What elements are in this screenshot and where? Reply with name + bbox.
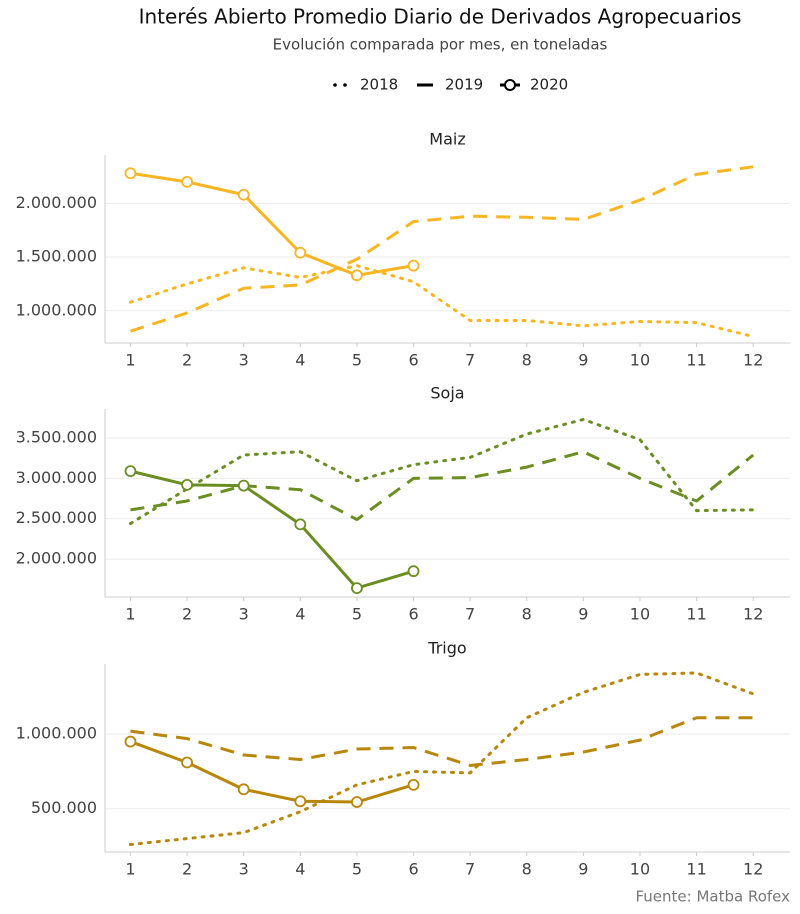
x-tick-label: 1 xyxy=(125,860,135,879)
legend-symbol xyxy=(343,83,347,87)
y-tick-label: 2.500.000 xyxy=(16,508,97,527)
x-tick-label: 3 xyxy=(239,860,249,879)
point xyxy=(237,188,250,201)
x-tick-label: 9 xyxy=(578,351,588,370)
y-tick-label: 3.500.000 xyxy=(16,428,97,447)
point xyxy=(124,465,137,478)
y-tick-label: 1.000.000 xyxy=(16,300,97,319)
point xyxy=(351,582,363,595)
x-tick-label: 11 xyxy=(686,605,706,624)
x-tick-label: 5 xyxy=(352,860,362,879)
x-tick-label: 4 xyxy=(295,605,305,624)
legend-symbol xyxy=(504,79,516,91)
y-tick-label: 1.500.000 xyxy=(16,247,97,266)
x-tick-label: 12 xyxy=(743,860,763,879)
x-tick-label: 11 xyxy=(686,351,706,370)
point xyxy=(124,167,137,180)
chart-title: Interés Abierto Promedio Diario de Deriv… xyxy=(139,5,742,29)
x-tick-label: 7 xyxy=(465,351,475,370)
panel-title: Soja xyxy=(430,384,464,403)
x-tick-label: 2 xyxy=(182,605,192,624)
x-tick-label: 10 xyxy=(630,351,650,370)
x-tick-label: 3 xyxy=(239,351,249,370)
x-tick-label: 2 xyxy=(182,860,192,879)
point xyxy=(181,756,193,769)
x-tick-label: 5 xyxy=(352,605,362,624)
point xyxy=(407,259,420,272)
y-tick-label: 2.000.000 xyxy=(16,549,97,568)
x-tick-label: 3 xyxy=(239,605,249,624)
x-tick-label: 4 xyxy=(295,351,305,370)
legend-label: 2018 xyxy=(360,76,398,94)
x-tick-label: 5 xyxy=(352,351,362,370)
x-tick-label: 9 xyxy=(578,605,588,624)
x-tick-label: 9 xyxy=(578,860,588,879)
x-tick-label: 12 xyxy=(743,351,763,370)
point xyxy=(407,778,420,791)
point xyxy=(407,565,420,578)
point xyxy=(237,783,250,796)
point xyxy=(351,269,363,282)
caption: Fuente: Matba Rofex xyxy=(635,888,790,906)
legend-label: 2019 xyxy=(445,76,483,94)
series-line xyxy=(130,171,414,277)
x-tick-label: 6 xyxy=(408,860,418,879)
panel-title: Maiz xyxy=(429,130,465,149)
x-tick-label: 7 xyxy=(465,605,475,624)
point xyxy=(294,246,307,259)
point xyxy=(124,735,137,748)
point xyxy=(237,479,250,492)
x-tick-label: 11 xyxy=(686,860,706,879)
x-tick-label: 6 xyxy=(408,351,418,370)
y-tick-label: 2.000.000 xyxy=(16,193,97,212)
series-line xyxy=(130,450,755,522)
x-tick-label: 7 xyxy=(465,860,475,879)
point xyxy=(181,175,193,188)
x-tick-label: 4 xyxy=(295,860,305,879)
legend-symbol xyxy=(333,83,337,87)
point xyxy=(294,795,307,808)
series-line xyxy=(128,671,755,847)
x-tick-label: 6 xyxy=(408,605,418,624)
chart-subtitle: Evolución comparada por mes, en tonelada… xyxy=(273,36,608,54)
point xyxy=(294,518,307,531)
x-tick-label: 1 xyxy=(125,605,135,624)
y-tick-label: 500.000 xyxy=(31,798,97,817)
point xyxy=(181,478,193,491)
series-line xyxy=(130,469,414,590)
x-tick-label: 1 xyxy=(125,351,135,370)
panel-title: Trigo xyxy=(427,639,466,658)
x-tick-label: 12 xyxy=(743,605,763,624)
series-line xyxy=(128,417,755,526)
x-tick-label: 2 xyxy=(182,351,192,370)
series-line xyxy=(130,716,754,767)
series-line xyxy=(129,740,414,804)
x-tick-label: 8 xyxy=(522,860,532,879)
x-tick-label: 8 xyxy=(522,351,532,370)
x-tick-label: 10 xyxy=(630,605,650,624)
legend-label: 2020 xyxy=(530,76,568,94)
point xyxy=(351,796,363,808)
series-line xyxy=(128,264,755,339)
y-tick-label: 1.000.000 xyxy=(16,724,97,743)
x-tick-label: 8 xyxy=(522,605,532,624)
x-tick-label: 10 xyxy=(630,860,650,879)
y-tick-label: 3.000.000 xyxy=(16,468,97,487)
